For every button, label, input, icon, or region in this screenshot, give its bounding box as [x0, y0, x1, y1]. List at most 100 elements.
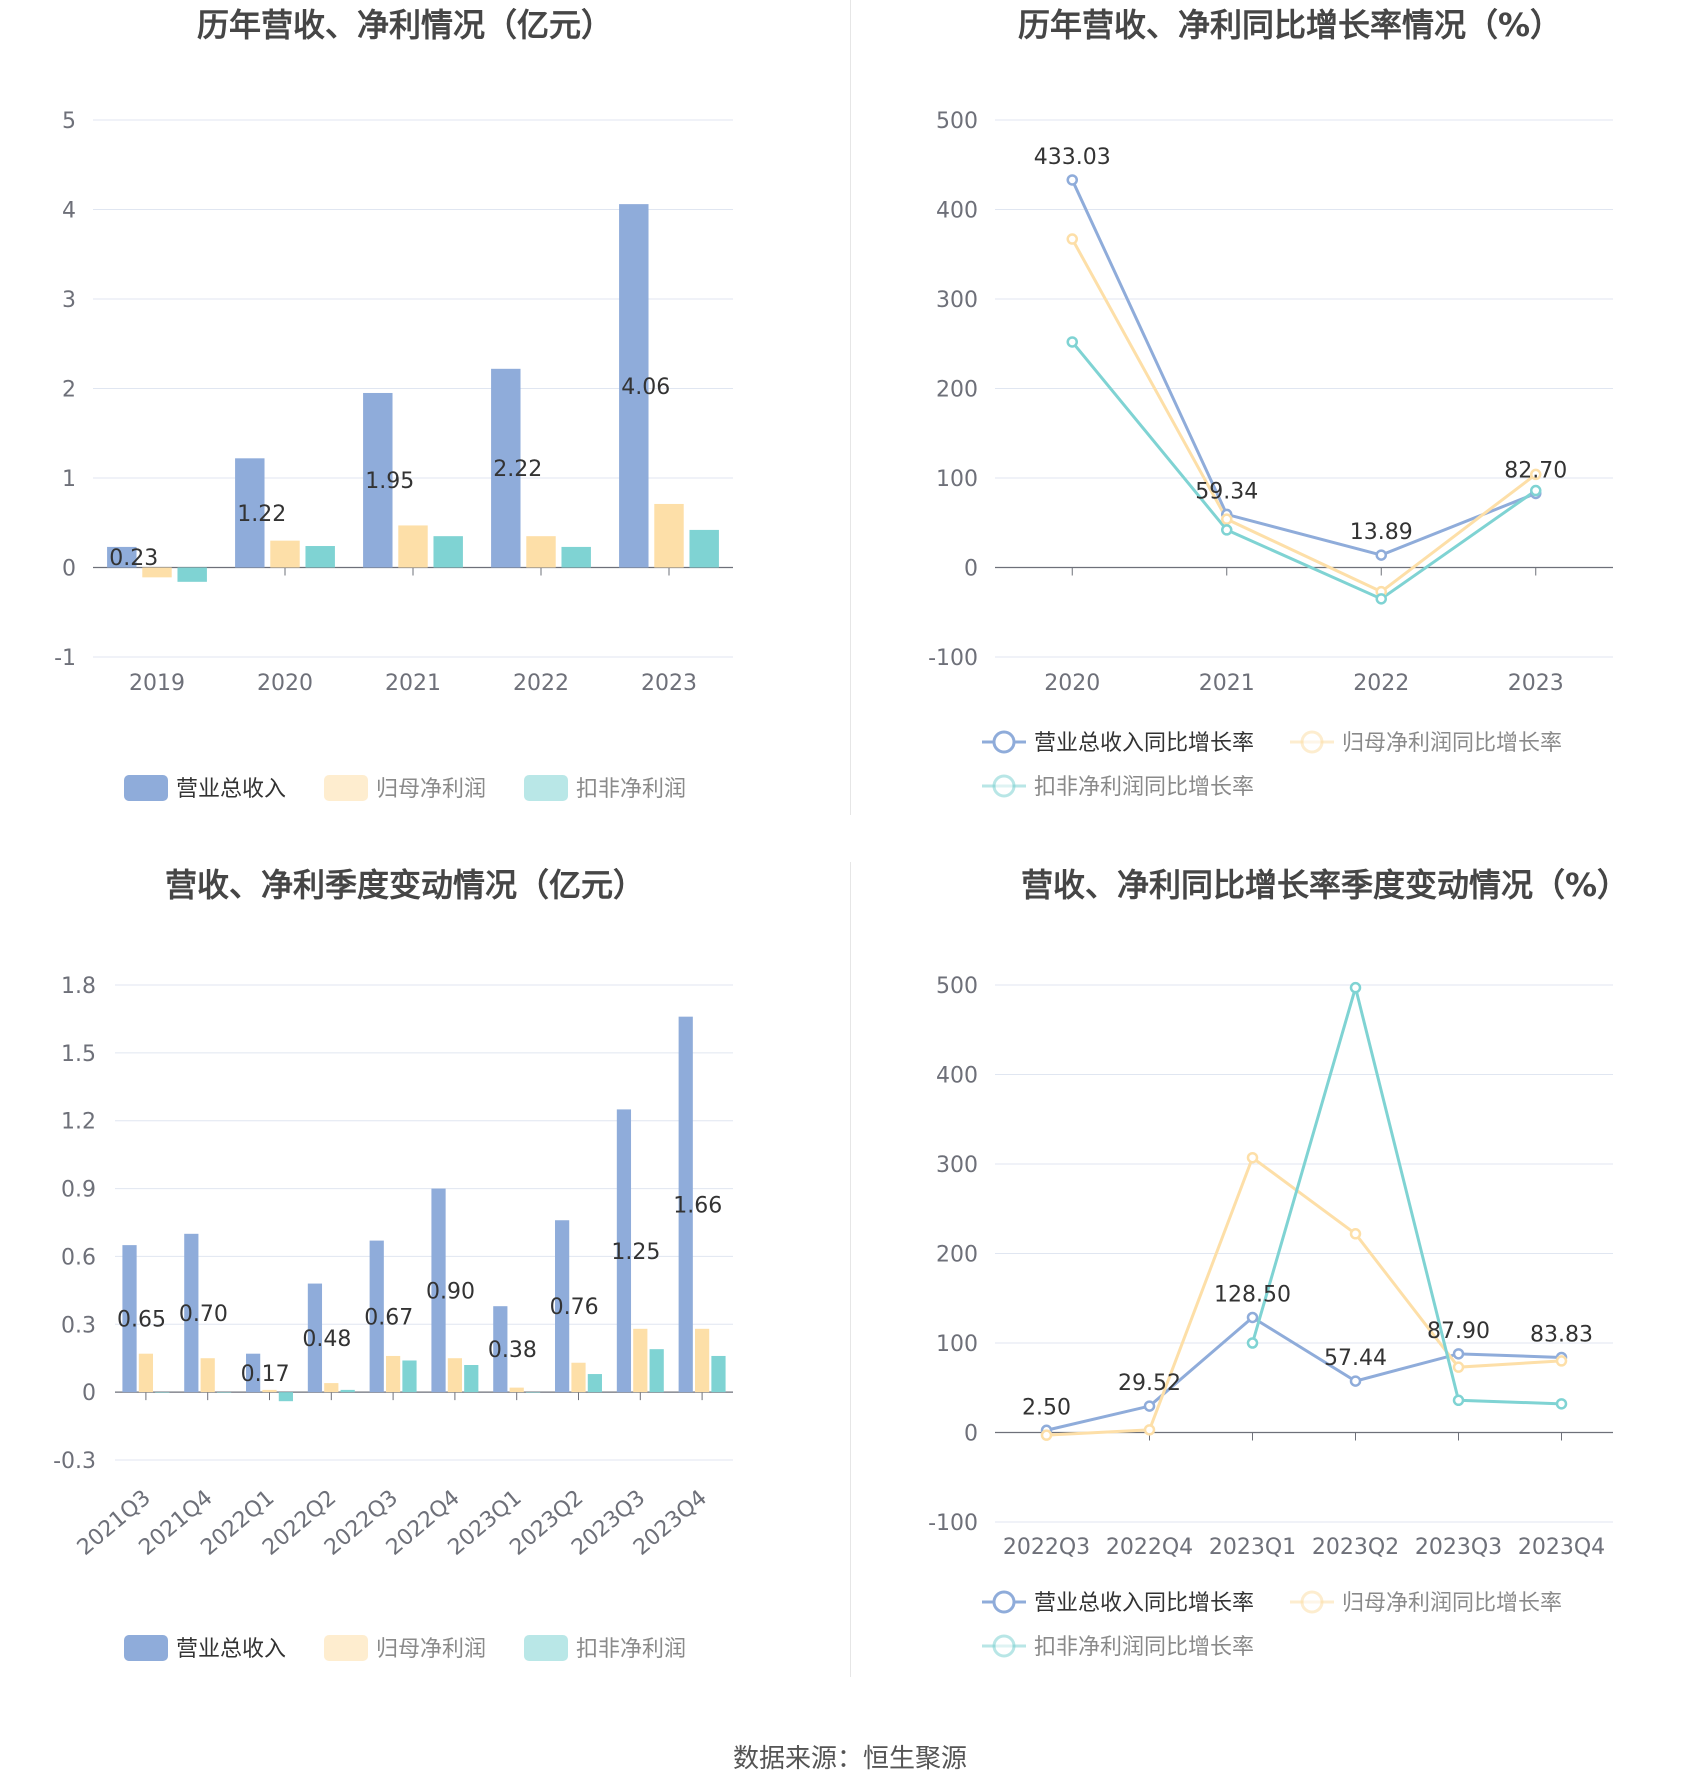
y-tick-label: 100	[936, 467, 978, 492]
data-point	[1066, 336, 1078, 348]
legend-swatch-marker	[992, 730, 1016, 754]
quarterly-growth-rate-panel: 营收、净利同比增长率季度变动情况（%） -100 0 100 200 300 400 500 2…	[850, 860, 1700, 1720]
bar-data-label: 0.23	[109, 546, 158, 571]
x-tick-label: 2020	[1044, 671, 1100, 696]
bar-data-label: 1.22	[237, 502, 286, 527]
data-point	[1349, 1228, 1362, 1240]
point-data-label: 29.52	[1118, 1371, 1181, 1396]
bar-data-label: 0.48	[302, 1327, 351, 1352]
bar-deducted-profit	[402, 1360, 417, 1393]
bar-net-profit	[142, 567, 172, 578]
x-tick-label: 2022Q4	[1106, 1535, 1193, 1560]
bar-data-label: 1.66	[673, 1193, 722, 1218]
y-tick-label: 400	[936, 199, 978, 224]
bar-data-label: 0.90	[426, 1279, 475, 1304]
x-tick-label: 2022	[1353, 671, 1409, 696]
legend-item[interactable]: 营业总收入同比增长率	[982, 730, 1254, 756]
x-tick-label: 2020	[257, 671, 313, 696]
bar-net-profit	[398, 525, 428, 568]
y-tick-label: 0	[964, 557, 978, 582]
bar-net-profit	[509, 1387, 524, 1393]
bar-net-profit	[633, 1328, 648, 1393]
legend-swatch	[124, 1635, 168, 1661]
x-tick-label: 2021	[385, 671, 441, 696]
legend-item[interactable]: 营业总收入	[124, 775, 286, 802]
bar-data-label: 1.25	[611, 1240, 660, 1265]
y-tick-label: 0	[62, 557, 76, 582]
bar-net-profit	[324, 1383, 339, 1393]
y-tick-label: 1	[62, 467, 76, 492]
legend-item[interactable]: 归母净利润同比增长率	[1290, 1590, 1562, 1616]
chart-title: 历年营收、净利同比增长率情况（%）	[1018, 6, 1562, 44]
legend-item[interactable]: 扣非净利润同比增长率	[982, 774, 1254, 800]
bar-net-profit	[262, 1389, 277, 1393]
bar-data-label: 0.70	[179, 1302, 228, 1327]
bar-deducted-profit	[587, 1374, 602, 1393]
x-tick-label: 2023	[641, 671, 697, 696]
bar-revenue	[619, 204, 649, 568]
series-line-deducted-profit-growth	[1071, 341, 1537, 601]
annual-growth-rate-panel: 历年营收、净利同比增长率情况（%） -100 0 100 200 300 400 500 202…	[850, 0, 1700, 860]
data-point	[1066, 233, 1078, 245]
point-data-label: 87.90	[1427, 1319, 1490, 1344]
legend-label: 扣非净利润	[576, 1637, 686, 1662]
bar-data-label: 0.76	[550, 1295, 599, 1320]
quarterly-growth-rate-chart: 营收、净利同比增长率季度变动情况（%） -100 0 100 200 300 400 500 2…	[928, 866, 1629, 1660]
legend-swatch	[324, 1635, 368, 1661]
data-point	[1530, 484, 1542, 497]
y-tick-label: 500	[936, 974, 978, 999]
y-tick-label: 0.9	[61, 1178, 96, 1203]
bar-data-label: 2.22	[493, 457, 542, 482]
y-tick-label: 1.2	[61, 1110, 96, 1135]
bar-net-profit	[694, 1328, 710, 1393]
y-tick-label: 200	[936, 1243, 978, 1268]
legend-swatch-marker	[992, 774, 1016, 798]
x-tick-label: 2023Q2	[1312, 1535, 1399, 1560]
y-tick-label: 300	[936, 288, 978, 313]
data-point	[1375, 593, 1387, 605]
y-tick-label: 5	[62, 109, 76, 134]
bar-deducted-profit	[649, 1349, 664, 1393]
chart-title: 营收、净利季度变动情况（亿元）	[165, 866, 645, 904]
legend-label: 扣非净利润	[576, 777, 686, 802]
y-tick-label: 1.8	[61, 974, 96, 999]
legend-item[interactable]: 扣非净利润	[524, 1635, 686, 1662]
x-tick-label: 2022	[513, 671, 569, 696]
y-tick-label: 0	[964, 1422, 978, 1447]
data-point	[1143, 1400, 1156, 1412]
point-data-label: 83.83	[1530, 1322, 1593, 1347]
legend-label: 营业总收入同比增长率	[1034, 1591, 1254, 1616]
point-data-label: 59.34	[1195, 479, 1258, 504]
legend-swatch	[324, 775, 368, 801]
bar-revenue	[246, 1353, 261, 1393]
legend-label: 归母净利润	[376, 1637, 486, 1662]
bar-deducted-profit	[155, 1392, 170, 1393]
legend-item[interactable]: 归母净利润同比增长率	[1290, 730, 1562, 756]
data-point	[1221, 524, 1233, 536]
chart-title: 历年营收、净利情况（亿元）	[197, 6, 613, 44]
data-point	[1246, 1151, 1259, 1164]
legend-label: 营业总收入	[176, 777, 286, 802]
series-line-net-profit-growth	[1070, 238, 1537, 594]
bar-revenue	[369, 1240, 384, 1393]
legend-item[interactable]: 归母净利润	[324, 775, 486, 802]
vertical-divider-bottom	[850, 862, 851, 1677]
legend-item[interactable]: 扣非净利润	[524, 775, 686, 802]
legend-item[interactable]: 扣非净利润同比增长率	[982, 1634, 1254, 1660]
bar-data-label: 0.67	[364, 1305, 413, 1330]
legend-item[interactable]: 营业总收入同比增长率	[982, 1590, 1254, 1616]
annual-growth-rate-chart: 历年营收、净利同比增长率情况（%） -100 0 100 200 300 400 500 202…	[928, 6, 1613, 800]
y-tick-label: 100	[936, 1332, 978, 1357]
y-tick-label: -0.3	[53, 1449, 96, 1474]
legend-item[interactable]: 归母净利润	[324, 1635, 486, 1662]
bar-revenue	[107, 546, 137, 568]
legend-item[interactable]: 营业总收入	[124, 1635, 286, 1662]
data-point	[1349, 1375, 1362, 1387]
legend-label: 扣非净利润同比增长率	[1034, 775, 1254, 800]
y-tick-label: -1	[54, 646, 76, 671]
data-point	[1452, 1394, 1465, 1407]
bar-revenue	[493, 1306, 508, 1393]
y-tick-label: 4	[62, 199, 76, 224]
bar-net-profit	[270, 540, 300, 568]
x-tick-label: 2021	[1199, 671, 1255, 696]
